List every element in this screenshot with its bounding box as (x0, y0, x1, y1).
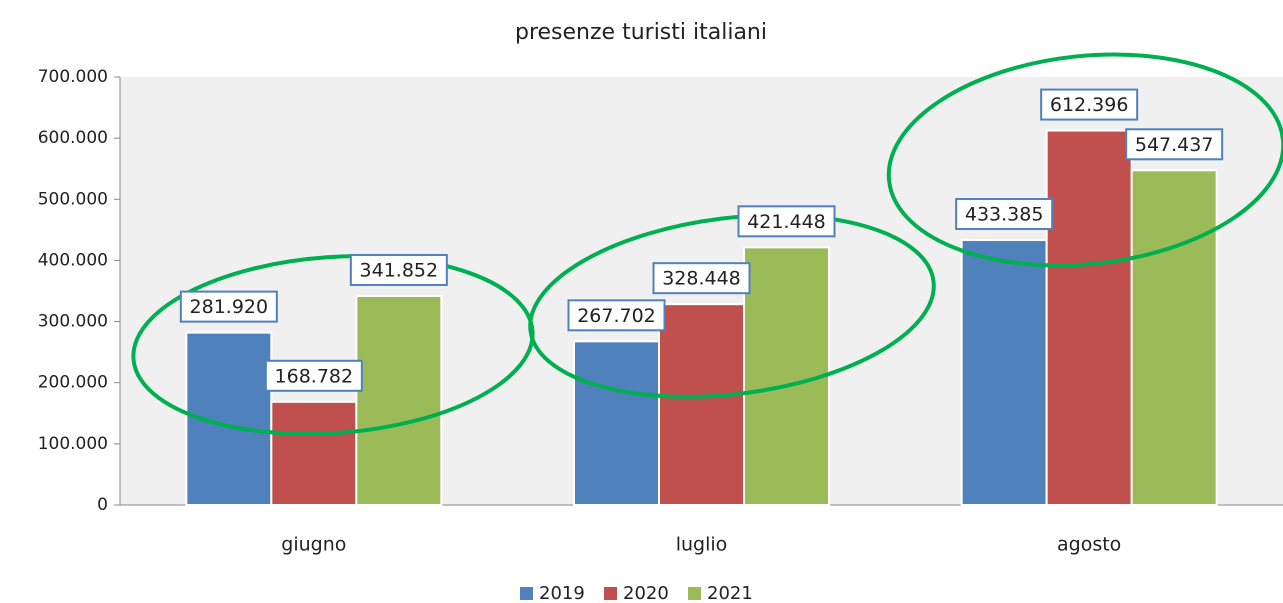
value-label: 547.437 (1135, 134, 1214, 156)
highlight-ellipse (528, 213, 936, 399)
bar (270, 400, 358, 506)
x-tick-label: giugno (281, 534, 346, 556)
y-tick-label: 0 (97, 495, 108, 515)
value-label-box (955, 198, 1054, 231)
legend-label: 2019 (539, 583, 585, 603)
y-tick-label: 300.000 (38, 312, 108, 332)
value-label-box (1125, 128, 1224, 161)
value-label-box (264, 359, 363, 392)
value-label: 281.920 (190, 296, 269, 318)
bar (573, 340, 660, 506)
y-tick-label: 600.000 (38, 128, 108, 148)
y-tick-label: 700.000 (38, 67, 108, 87)
bar (1045, 129, 1133, 506)
bar (743, 246, 830, 506)
legend-swatch (688, 587, 701, 600)
bar (1130, 169, 1218, 506)
chart-title: presenze turisti italiani (515, 20, 767, 45)
bar (960, 239, 1048, 506)
y-tick-label: 100.000 (38, 434, 108, 454)
value-label: 267.702 (577, 305, 656, 327)
y-tick-label: 200.000 (38, 373, 108, 393)
y-tick-label: 500.000 (38, 189, 108, 209)
x-tick-label: luglio (676, 534, 728, 556)
value-label: 168.782 (275, 365, 354, 387)
value-label-box (1040, 88, 1139, 121)
legend-label: 2020 (623, 583, 669, 603)
legend-swatch (604, 587, 617, 600)
legend-swatch (520, 587, 533, 600)
value-label-box (737, 205, 836, 238)
value-label-box (349, 253, 448, 286)
bar (658, 303, 745, 507)
value-label-box (567, 299, 666, 332)
value-label: 433.385 (965, 204, 1044, 226)
bar (355, 294, 443, 507)
value-label-box (652, 262, 751, 295)
value-label: 328.448 (662, 268, 741, 290)
x-tick-label: agosto (1057, 534, 1121, 556)
value-label: 612.396 (1050, 94, 1129, 116)
value-label-box (179, 290, 278, 323)
value-label: 341.852 (360, 259, 439, 281)
value-label: 421.448 (747, 211, 826, 233)
y-tick-label: 400.000 (38, 250, 108, 270)
legend-label: 2021 (707, 583, 753, 603)
